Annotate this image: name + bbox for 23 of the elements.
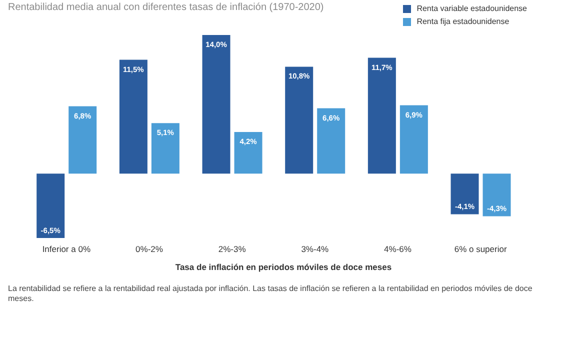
- legend-label: Renta fija estadounidense: [416, 17, 510, 26]
- bar: [368, 58, 396, 174]
- x-tick-label: 3%-4%: [301, 244, 330, 254]
- bar: [482, 174, 511, 216]
- x-tick-label: Inferior a 0%: [42, 244, 91, 254]
- x-tick-label: 0%-2%: [136, 244, 164, 254]
- chart-title: Rentabilidad media anual con diferentes tasas de inflación (1970-2020): [8, 2, 324, 13]
- x-tick-label: 6% o superior: [454, 244, 507, 254]
- x-tick-label: 4%-6%: [384, 244, 412, 254]
- legend-label: Renta variable estadounidense: [416, 4, 527, 13]
- bar: [234, 132, 262, 174]
- x-tick-label: 2%-3%: [218, 244, 246, 254]
- bar: [119, 60, 148, 174]
- text: La rentabilidad se refiere a la rentabilidad real ajustada por inflación. Las tasas de inflación se refieren a la rentabilidad en periodos móviles de doce meses.: [8, 284, 534, 304]
- bar: [151, 123, 180, 174]
- bar: [400, 105, 428, 174]
- bar: [285, 66, 314, 174]
- bar: [450, 174, 479, 214]
- x-axis-title: Tasa de inflación en periodos móviles de doce meses: [174, 262, 393, 272]
- bar: [202, 35, 230, 174]
- bar: [317, 108, 346, 174]
- bar: [36, 174, 65, 238]
- bar: [68, 106, 97, 174]
